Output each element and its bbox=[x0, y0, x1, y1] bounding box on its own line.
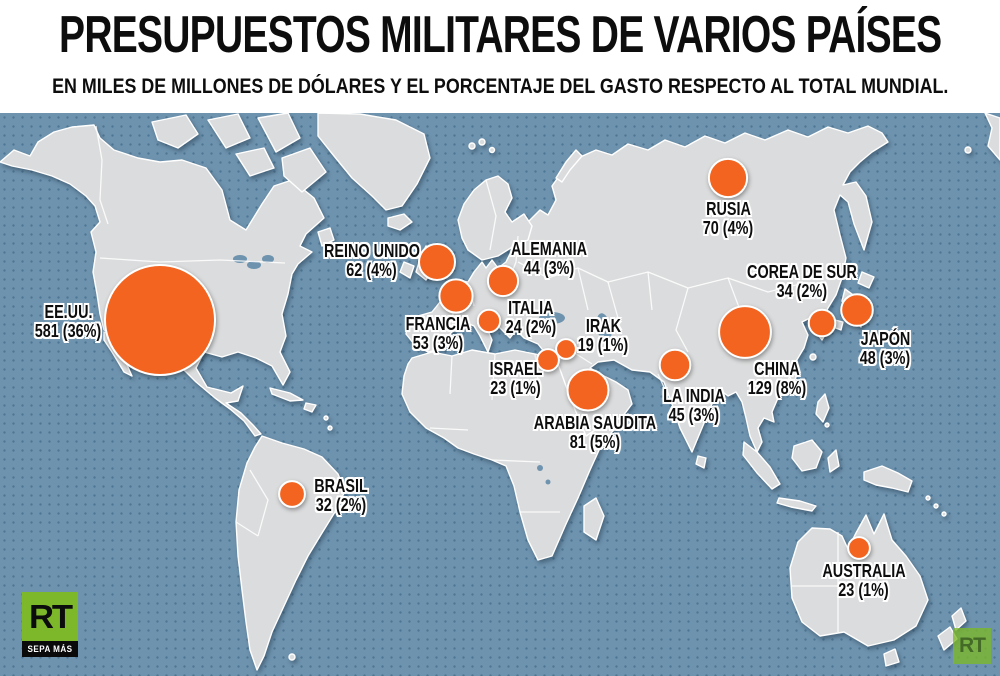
label-francia: FRANCIA 53 (3%) bbox=[398, 315, 479, 353]
label-italia: ITALIA 24 (2%) bbox=[499, 299, 562, 337]
country-value: 48 (3%) bbox=[859, 348, 911, 368]
madagascar bbox=[583, 497, 605, 541]
header: PRESUPUESTOS MILITARES DE VARIOS PAÍSES … bbox=[0, 0, 1000, 113]
country-name: IRAK bbox=[585, 316, 621, 336]
borneo bbox=[791, 439, 823, 472]
cuba bbox=[269, 387, 304, 402]
bubble-israel bbox=[536, 348, 560, 372]
bubble-arabia-saudita bbox=[566, 368, 610, 412]
country-name: ARABIA SAUDITA bbox=[533, 413, 657, 433]
tasmania bbox=[883, 648, 900, 667]
continent-australia bbox=[789, 513, 929, 647]
bubble-jap-n bbox=[840, 293, 874, 327]
country-name: COREA DE SUR bbox=[747, 262, 857, 282]
country-value: 34 (2%) bbox=[776, 281, 828, 301]
black-sea bbox=[539, 312, 565, 324]
label-rusia: RUSIA 70 (4%) bbox=[696, 200, 759, 238]
rt-logo-text: RT bbox=[29, 597, 73, 635]
bubble-corea-de-sur bbox=[807, 308, 837, 338]
label-ee-uu: EE.UU. 581 (36%) bbox=[26, 303, 109, 341]
country-name: CHINA bbox=[754, 359, 800, 379]
country-value: 45 (3%) bbox=[668, 405, 720, 425]
caspian-sea bbox=[596, 313, 612, 343]
country-value: 581 (36%) bbox=[34, 321, 102, 341]
country-value: 53 (3%) bbox=[412, 333, 464, 353]
page-subtitle: EN MILES DE MILLONES DE DÓLARES Y EL POR… bbox=[51, 75, 949, 98]
philippines bbox=[815, 393, 830, 423]
country-value: 32 (2%) bbox=[315, 495, 367, 515]
label-reino-unido: REINO UNIDO 62 (4%) bbox=[312, 242, 432, 280]
rt-logo-tagline-bar: SEPA MÁS bbox=[22, 641, 78, 657]
label-corea-de-sur: COREA DE SUR 34 (2%) bbox=[733, 263, 870, 301]
country-name: REINO UNIDO bbox=[323, 241, 421, 261]
country-value: 44 (3%) bbox=[523, 258, 575, 278]
japan bbox=[857, 271, 875, 289]
continent-south-america bbox=[235, 435, 346, 671]
bubble-china bbox=[718, 305, 772, 359]
country-value: 81 (5%) bbox=[569, 432, 621, 452]
country-name: LA INDIA bbox=[663, 386, 725, 406]
label-israel: ISRAEL 23 (1%) bbox=[483, 360, 549, 398]
bubble-francia bbox=[438, 278, 474, 314]
budget-bubbles-layer bbox=[104, 157, 874, 560]
country-name: ITALIA bbox=[508, 298, 554, 318]
label-china: CHINA 129 (8%) bbox=[740, 360, 813, 398]
bubble-irak bbox=[555, 338, 577, 360]
country-name: BRASIL bbox=[314, 476, 368, 496]
new-guinea bbox=[863, 465, 913, 493]
ireland bbox=[399, 261, 415, 279]
bubble-la-india bbox=[658, 348, 692, 382]
rt-watermark: RT bbox=[953, 628, 991, 664]
country-name: AUSTRALIA bbox=[822, 561, 906, 581]
label-arabia-saudita: ARABIA SAUDITA 81 (5%) bbox=[519, 414, 672, 452]
bubble-reino-unido bbox=[418, 243, 456, 281]
bubble-alemania bbox=[486, 264, 520, 298]
taiwan bbox=[809, 353, 817, 361]
label-alemania: ALEMANIA 44 (3%) bbox=[502, 240, 597, 278]
sumatra bbox=[742, 441, 781, 490]
rt-watermark-text: RT bbox=[959, 634, 986, 657]
country-name: ISRAEL bbox=[489, 359, 543, 379]
bubble-australia bbox=[847, 536, 871, 560]
country-value: 23 (1%) bbox=[490, 378, 542, 398]
country-name: EE.UU. bbox=[43, 302, 92, 322]
rt-logo-tagline: SEPA MÁS bbox=[27, 644, 73, 654]
country-value: 23 (1%) bbox=[838, 580, 890, 600]
label-brasil: BRASIL 32 (2%) bbox=[308, 477, 375, 515]
label-irak: IRAK 19 (1%) bbox=[571, 317, 634, 355]
country-name: ALEMANIA bbox=[511, 239, 587, 259]
sri-lanka bbox=[695, 455, 707, 469]
rt-logo-square: RT bbox=[22, 592, 78, 641]
country-value: 19 (1%) bbox=[577, 335, 629, 355]
java bbox=[776, 497, 817, 512]
country-value: 70 (4%) bbox=[702, 218, 754, 238]
bubble-rusia bbox=[707, 157, 749, 199]
new-zealand bbox=[951, 607, 967, 631]
world-map: EE.UU. 581 (36%) REINO UNIDO 62 (4%) FRANCIA… bbox=[0, 113, 1000, 676]
bubble-brasil bbox=[278, 480, 306, 508]
country-value: 24 (2%) bbox=[505, 317, 557, 337]
bubble-ee-uu bbox=[104, 264, 216, 376]
country-name: JAPÓN bbox=[860, 329, 910, 349]
newfoundland bbox=[317, 227, 335, 247]
country-value: 62 (4%) bbox=[346, 260, 398, 280]
country-name: FRANCIA bbox=[405, 314, 471, 334]
bubble-italia bbox=[476, 308, 502, 334]
country-value: 129 (8%) bbox=[747, 378, 807, 398]
iceland bbox=[387, 213, 413, 231]
country-name: RUSIA bbox=[705, 199, 751, 219]
greenland bbox=[317, 113, 431, 211]
label-australia: AUSTRALIA 23 (1%) bbox=[812, 562, 916, 600]
rt-logo: RT SEPA MÁS bbox=[22, 592, 78, 657]
label-la-india: LA INDIA 45 (3%) bbox=[655, 387, 732, 425]
page-title: PRESUPUESTOS MILITARES DE VARIOS PAÍSES bbox=[58, 6, 942, 64]
label-jap-n: JAPÓN 48 (3%) bbox=[853, 330, 916, 368]
